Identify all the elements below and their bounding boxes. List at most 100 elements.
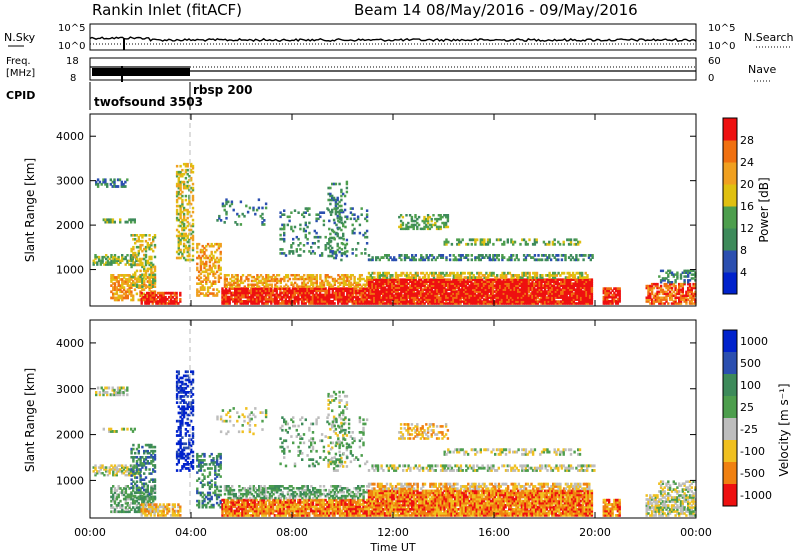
heatmap-cell	[533, 292, 536, 295]
heatmap-cell	[223, 279, 227, 283]
heatmap-cell	[658, 290, 661, 294]
heatmap-cell	[679, 296, 683, 299]
heatmap-cell	[271, 300, 275, 303]
heatmap-cell	[153, 245, 157, 249]
heatmap-cell	[616, 302, 620, 305]
heatmap-cell	[346, 287, 349, 290]
heatmap-cell	[256, 283, 259, 286]
heatmap-cell	[437, 296, 441, 299]
heatmap-cell	[365, 302, 369, 305]
heatmap-cell	[243, 279, 246, 283]
heatmap-cell	[412, 258, 416, 262]
heatmap-cell	[122, 472, 126, 475]
heatmap-cell	[299, 287, 302, 290]
heatmap-cell	[398, 300, 401, 303]
heatmap-cell	[184, 258, 188, 262]
heatmap-cell	[306, 281, 309, 285]
heatmap-cell	[382, 286, 385, 289]
heatmap-cell	[132, 273, 135, 277]
heatmap-cell	[486, 242, 490, 246]
heatmap-cell	[569, 242, 573, 246]
heatmap-cell	[452, 296, 455, 299]
heatmap-cell	[115, 430, 118, 433]
heatmap-cell	[121, 510, 124, 514]
heatmap-cell	[569, 296, 572, 299]
heatmap-cell	[454, 280, 457, 283]
heatmap-cell	[513, 300, 516, 303]
heatmap-cell	[477, 290, 480, 293]
heatmap-cell	[117, 487, 120, 490]
heatmap-cell	[656, 300, 659, 303]
heatmap-cell	[308, 250, 311, 253]
nsearch-tick-top: 10^5	[708, 23, 735, 34]
heatmap-cell	[124, 220, 127, 224]
heatmap-cell	[295, 287, 298, 290]
heatmap-cell	[340, 300, 343, 303]
heatmap-cell	[497, 286, 500, 289]
heatmap-cell	[538, 278, 541, 281]
heatmap-cell	[201, 260, 204, 264]
heatmap-cell	[558, 278, 561, 281]
heatmap-cell	[334, 198, 338, 202]
heatmap-cell	[396, 292, 399, 295]
heatmap-cell	[340, 277, 344, 281]
heatmap-cell	[383, 302, 387, 305]
heatmap-cell	[205, 248, 208, 252]
heatmap-cell	[391, 286, 394, 289]
heatmap-cell	[318, 289, 322, 293]
heatmap-cell	[606, 291, 609, 295]
heatmap-cell	[199, 292, 203, 295]
heatmap-cell	[665, 300, 668, 303]
heatmap-cell	[401, 302, 405, 305]
heatmap-cell	[495, 300, 498, 303]
heatmap-cell	[349, 281, 353, 285]
heatmap-cell	[659, 288, 663, 292]
heatmap-cell	[604, 287, 607, 290]
heatmap-cell	[537, 254, 540, 257]
heatmap-cell	[345, 254, 349, 258]
heatmap-cell	[339, 283, 342, 286]
heatmap-cell	[188, 228, 191, 232]
heatmap-cell	[312, 277, 315, 281]
heatmap-cell	[533, 288, 536, 291]
heatmap-cell	[512, 274, 515, 277]
heatmap-cell	[332, 182, 336, 186]
heatmap-cell	[182, 212, 186, 216]
heatmap-cell	[445, 284, 448, 287]
heatmap-cell	[106, 261, 110, 264]
heatmap-cell	[277, 274, 281, 277]
heatmap-cell	[196, 288, 199, 291]
beam-date-title: Beam 14 08/May/2016 - 09/May/2016	[354, 1, 638, 19]
heatmap-cell	[546, 274, 549, 277]
heatmap-cell	[487, 274, 490, 277]
heatmap-cell	[146, 241, 149, 245]
heatmap-cell	[506, 280, 509, 283]
heatmap-cell	[520, 290, 523, 293]
heatmap-cell	[464, 280, 468, 283]
heatmap-cell	[102, 178, 105, 182]
heatmap-cell	[143, 267, 146, 271]
heatmap-cell	[117, 510, 120, 514]
heatmap-cell	[134, 273, 137, 277]
heatmap-cell	[445, 302, 448, 305]
heatmap-cell	[515, 282, 518, 285]
heatmap-cell	[353, 285, 356, 288]
heatmap-cell	[407, 302, 410, 305]
heatmap-cell	[281, 213, 284, 216]
heatmap-cell	[540, 278, 543, 281]
heatmap-cell	[506, 284, 509, 287]
heatmap-cell	[217, 246, 221, 250]
heatmap-cell	[490, 300, 493, 303]
heatmap-cell	[356, 300, 360, 303]
heatmap-cell	[439, 284, 443, 287]
heatmap-cell	[558, 300, 561, 303]
heatmap-cell	[548, 242, 551, 246]
heatmap-cell	[326, 279, 329, 283]
heatmap-cell	[328, 289, 331, 293]
heatmap-cell	[340, 190, 343, 194]
heatmap-cell	[264, 293, 268, 297]
heatmap-cell	[293, 295, 296, 299]
heatmap-cell	[229, 285, 232, 288]
heatmap-cell	[271, 297, 275, 301]
heatmap-cell	[342, 291, 345, 295]
